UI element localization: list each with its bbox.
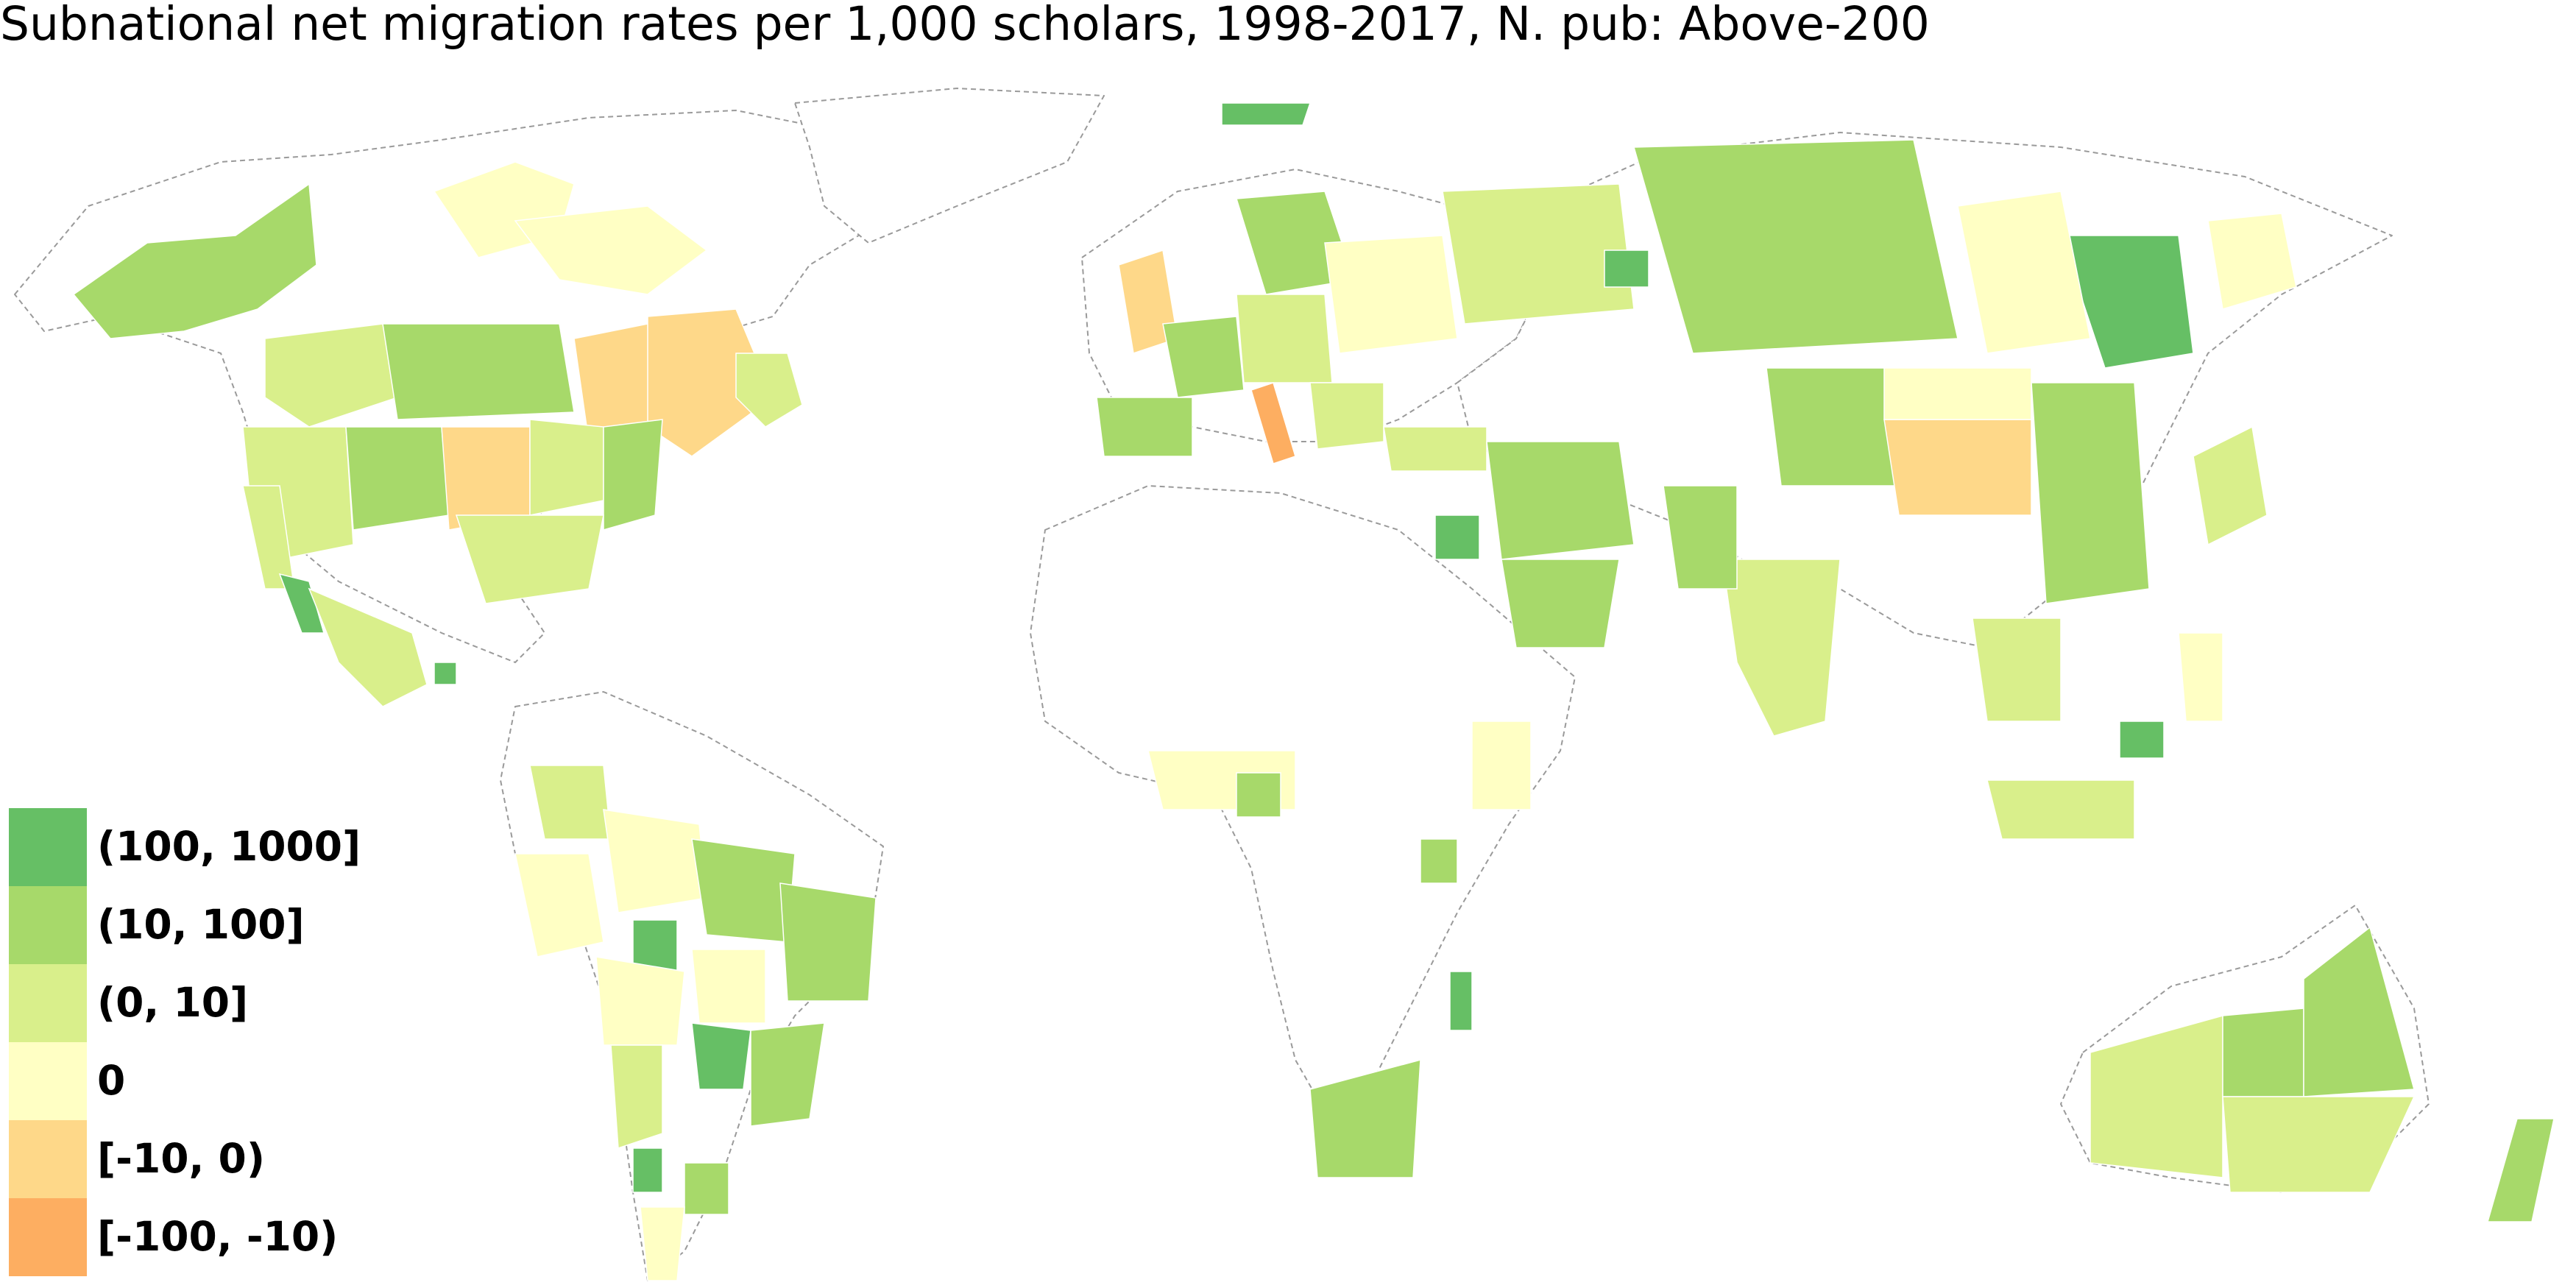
region-borneo [2119,721,2165,759]
legend-swatch [9,1198,87,1276]
region-alaska [72,183,317,339]
region-iraq-iran [1486,441,1635,560]
region-maritimes [735,353,803,428]
legend-label: (10, 100] [97,901,305,948]
region-us-midwest [529,419,604,516]
region-us-south [455,514,604,604]
region-brazil-ne [779,882,877,1002]
legend-item: (0, 10] [9,964,524,1042]
region-colombia [529,765,612,840]
legend-swatch [9,808,87,886]
region-pakistan [1663,485,1738,590]
region-china-central [1883,419,2032,516]
legend-item: (100, 1000] [9,808,524,886]
legend-swatch [9,1042,87,1120]
region-mexico [308,587,428,707]
region-philippines [2178,632,2223,722]
region-peru [514,853,604,958]
region-japan [2193,425,2268,546]
region-south-east-australia [2222,1096,2416,1193]
region-china-east [2031,382,2150,604]
world-choropleth-map [14,88,2555,1281]
region-russia-east [2059,235,2194,369]
region-iberia [1096,397,1193,457]
region-italy [1250,382,1296,464]
region-south-africa [1309,1059,1421,1178]
legend-swatch [9,964,87,1042]
region-patagonia [640,1206,685,1281]
legend-label: [-100, -10) [97,1213,339,1260]
legend-item: [-100, -10) [9,1198,524,1276]
region-argentina-central [632,1147,663,1193]
region-mongolia [1883,367,2032,420]
legend-label: 0 [97,1057,126,1104]
region-se-asia [1972,618,2062,722]
region-france [1162,316,1245,398]
region-russia-central [1633,139,1958,354]
region-us-plains [441,426,531,531]
region-new-zealand [2487,1118,2555,1222]
region-horn-africa [1471,721,1532,810]
region-queensland [2303,926,2415,1097]
region-turkey [1383,426,1487,472]
legend-item: (10, 100] [9,886,524,964]
region-uruguay [684,1162,729,1215]
region-quebec [647,308,774,457]
landmass-greenland [794,88,1105,244]
legend-label: (0, 10] [97,979,249,1026]
region-iceland-norway [1221,102,1312,126]
region-prairies [382,323,575,420]
legend-item: 0 [9,1042,524,1120]
legend-swatch [9,1120,87,1198]
region-balkans [1309,382,1384,450]
region-layer [72,102,2555,1281]
region-goias [691,949,766,1024]
region-yucatan [434,662,457,685]
region-baja-sonora [278,573,325,634]
legend-swatch [9,886,87,964]
legend-item: [-10, 0) [9,1120,524,1198]
region-bolivia [595,956,685,1046]
region-chile-arg-north [610,1044,663,1150]
region-brazil-south [750,1022,825,1127]
region-mato-grosso-sul [691,1022,751,1090]
region-indonesia [1986,779,2135,840]
map-title: Subnational net migration rates per 1,00… [0,0,1930,51]
legend-label: (100, 1000] [97,823,361,870]
region-eastern-europe [1324,235,1458,354]
region-nigeria [1236,772,1281,818]
region-western-australia [2090,1015,2223,1178]
region-canada-north [514,205,708,295]
region-moscow [1604,250,1649,288]
region-india [1722,559,1841,737]
region-central-europe [1236,294,1333,383]
region-saudi [1501,559,1620,648]
legend-label: [-10, 0) [97,1135,265,1182]
region-amazonas [603,809,707,913]
region-egypt [1434,514,1480,560]
region-mozambique [1449,971,1473,1031]
region-us-mountain [345,426,450,531]
region-siberia [1957,191,2091,354]
region-para [691,838,796,943]
region-northern-territory [2222,1008,2304,1097]
region-kamchatka [2207,213,2297,310]
region-us-east [603,419,663,531]
region-kenya [1420,838,1458,884]
landmass-africa [1030,485,1576,1112]
region-russia-west [1442,183,1635,325]
region-bc [264,323,398,428]
